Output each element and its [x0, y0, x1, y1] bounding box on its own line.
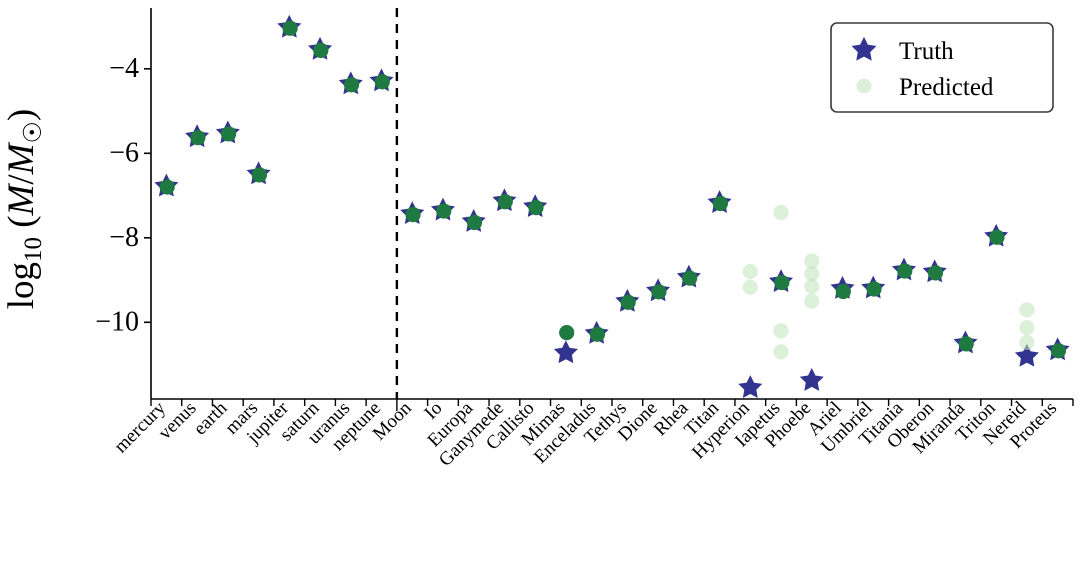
svg-text:−10: −10 [95, 306, 139, 337]
svg-text:−6: −6 [109, 137, 139, 168]
svg-text:Truth: Truth [899, 38, 954, 65]
svg-text:−8: −8 [109, 222, 139, 253]
svg-text:−4: −4 [109, 53, 139, 84]
svg-text:Predicted: Predicted [899, 74, 994, 101]
